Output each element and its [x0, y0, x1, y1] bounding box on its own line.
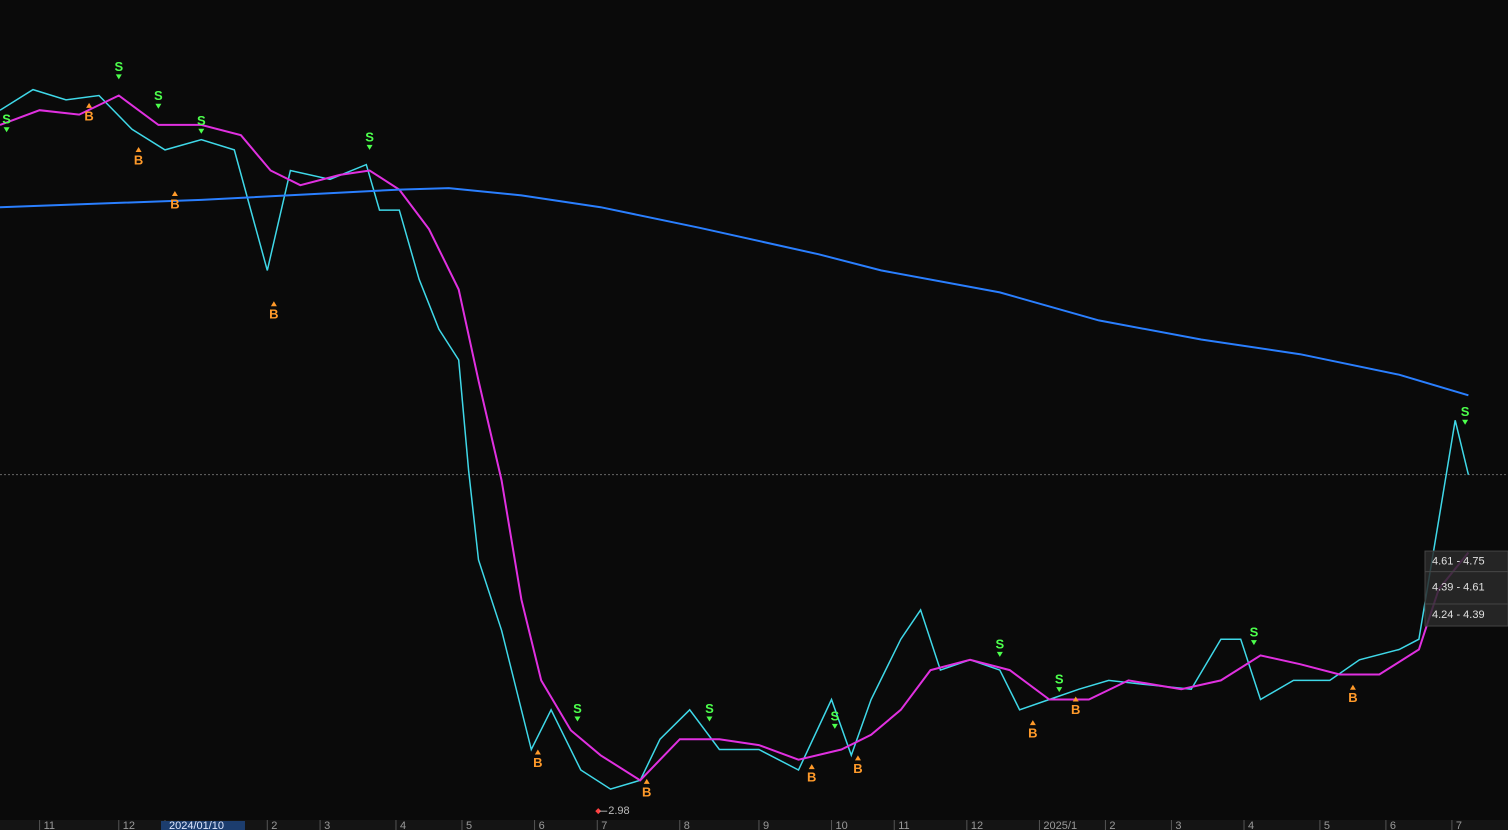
signal-label: B: [533, 755, 542, 770]
price-range-label: 4.61 - 4.75: [1432, 555, 1485, 567]
x-tick-label: 2025/1: [1043, 820, 1077, 830]
signal-arrow: [808, 764, 815, 770]
x-tick-label: 6: [1390, 820, 1396, 830]
signal-label: S: [1055, 672, 1064, 687]
x-tick-label: 3: [324, 820, 330, 830]
signal-arrow: [706, 716, 713, 722]
signal-arrow: [198, 128, 205, 134]
x-tick-label: 7: [1456, 820, 1462, 830]
low-label: 2.98: [608, 805, 629, 817]
signal-label: S: [995, 636, 1004, 651]
signal-label: B: [1071, 702, 1080, 717]
x-tick-label: 4: [1248, 820, 1254, 830]
signal-arrow: [534, 749, 541, 755]
x-axis-strip: [0, 820, 1508, 830]
signal-label: B: [170, 196, 179, 211]
signal-arrow: [135, 146, 142, 152]
x-tick-label: 10: [836, 820, 848, 830]
signal-arrow: [366, 144, 373, 150]
signal-label: B: [807, 770, 816, 785]
signal-arrow: [574, 716, 581, 722]
signal-label: B: [642, 784, 651, 799]
date-highlight: [160, 821, 245, 830]
signal-label: S: [365, 129, 374, 144]
x-tick-label: 2024/01/10: [169, 820, 224, 830]
price-range-label: 4.24 - 4.39: [1432, 609, 1485, 621]
signal-arrow: [115, 74, 122, 80]
x-tick-label: 9: [763, 820, 769, 830]
x-tick-label: 3: [1175, 820, 1181, 830]
signal-arrow: [3, 127, 10, 133]
signal-label: B: [269, 307, 278, 322]
signal-label: S: [114, 59, 123, 74]
x-tick-label: 12: [971, 820, 983, 830]
signal-arrow: [1056, 687, 1063, 693]
signal-arrow: [1462, 419, 1469, 425]
signal-arrow: [1349, 684, 1356, 690]
x-tick-label: 11: [898, 820, 909, 830]
price-range-box: [1424, 603, 1508, 627]
signal-arrow: [643, 778, 650, 784]
signal-label: B: [84, 108, 93, 123]
signal-arrow: [1072, 696, 1079, 702]
signal-label: B: [134, 152, 143, 167]
signal-arrow: [1029, 720, 1036, 726]
signal-arrow: [171, 191, 178, 197]
signal-label: B: [853, 761, 862, 776]
signal-arrow: [86, 102, 93, 108]
signal-arrow: [996, 651, 1003, 657]
series-line: [0, 94, 1470, 782]
signal-arrow: [270, 301, 277, 307]
signal-arrow: [854, 755, 861, 761]
signal-arrow: [155, 103, 162, 109]
price-range-label: 4.39 - 4.61: [1432, 582, 1485, 594]
signal-label: S: [573, 701, 582, 716]
x-tick-label: 2: [271, 820, 277, 830]
x-tick-label: 2: [1109, 820, 1115, 830]
x-tick-label: 4: [400, 820, 406, 830]
x-tick-label: 7: [601, 820, 607, 830]
signal-label: B: [1028, 726, 1037, 741]
x-tick-label: 5: [466, 820, 472, 830]
signal-label: S: [831, 708, 840, 723]
signal-label: S: [705, 701, 714, 716]
signal-label: S: [197, 113, 206, 128]
low-marker: [595, 808, 602, 815]
signal-label: S: [2, 112, 11, 127]
x-tick-label: 8: [684, 820, 690, 830]
signal-label: S: [1461, 404, 1470, 419]
signal-arrow: [831, 723, 838, 729]
signal-arrow: [1250, 640, 1257, 646]
x-tick-label: 12: [123, 820, 135, 830]
signal-label: S: [1250, 625, 1259, 640]
series-line: [0, 187, 1469, 397]
signal-label: S: [154, 88, 163, 103]
x-tick-label: 11: [44, 820, 55, 830]
series-line: [0, 88, 1470, 790]
x-tick-label: 6: [539, 820, 545, 830]
x-tick-label: 5: [1324, 820, 1330, 830]
signal-label: B: [1348, 690, 1357, 705]
